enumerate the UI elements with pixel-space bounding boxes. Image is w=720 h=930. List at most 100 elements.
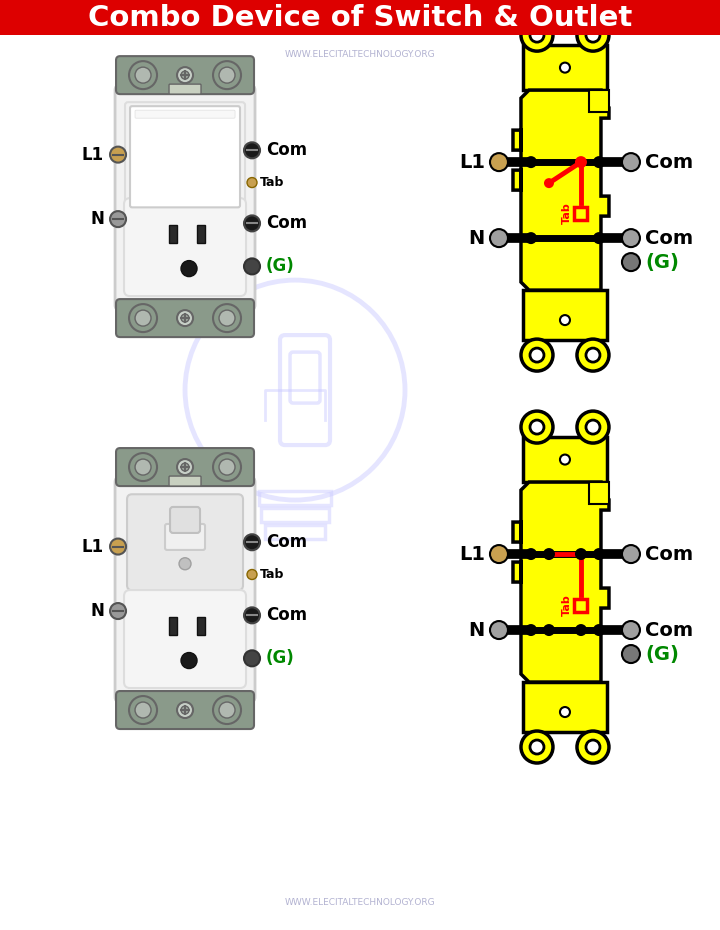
Circle shape <box>544 179 554 188</box>
Circle shape <box>525 232 537 244</box>
Circle shape <box>586 420 600 434</box>
Circle shape <box>490 545 508 563</box>
Circle shape <box>135 67 151 83</box>
Text: (G): (G) <box>266 649 294 668</box>
Bar <box>259 491 331 505</box>
Circle shape <box>213 696 241 724</box>
Text: WWW.ELECITALTECHNOLOGY.ORG: WWW.ELECITALTECHNOLOGY.ORG <box>284 897 436 907</box>
Circle shape <box>213 61 241 89</box>
Circle shape <box>575 624 587 636</box>
FancyBboxPatch shape <box>124 198 246 296</box>
FancyBboxPatch shape <box>135 110 235 118</box>
Circle shape <box>213 304 241 332</box>
FancyBboxPatch shape <box>170 507 200 533</box>
Circle shape <box>181 260 197 276</box>
Circle shape <box>219 67 235 83</box>
FancyBboxPatch shape <box>523 437 607 482</box>
Circle shape <box>586 348 600 362</box>
Circle shape <box>219 459 235 475</box>
Circle shape <box>244 650 260 666</box>
Circle shape <box>577 731 609 763</box>
Circle shape <box>525 156 537 168</box>
Text: Com: Com <box>645 229 693 247</box>
Circle shape <box>179 558 191 570</box>
Circle shape <box>560 455 570 465</box>
Circle shape <box>577 20 609 51</box>
Text: Com: Com <box>266 533 307 551</box>
Text: N: N <box>469 620 485 640</box>
Circle shape <box>622 153 640 171</box>
Circle shape <box>593 156 605 168</box>
Text: Tab: Tab <box>260 176 284 189</box>
Text: N: N <box>469 229 485 247</box>
Bar <box>575 599 588 612</box>
Bar <box>575 207 588 220</box>
FancyBboxPatch shape <box>127 494 243 591</box>
Circle shape <box>521 411 553 443</box>
Circle shape <box>622 253 640 272</box>
Circle shape <box>129 453 157 481</box>
Circle shape <box>129 304 157 332</box>
Circle shape <box>181 71 189 79</box>
Bar <box>169 225 177 243</box>
Circle shape <box>622 621 640 639</box>
Circle shape <box>244 607 260 623</box>
FancyBboxPatch shape <box>130 106 240 207</box>
Circle shape <box>525 548 537 560</box>
Circle shape <box>247 178 257 188</box>
Circle shape <box>593 548 605 560</box>
Circle shape <box>530 420 544 434</box>
Text: (G): (G) <box>645 644 679 663</box>
Circle shape <box>575 548 587 560</box>
Circle shape <box>521 20 553 51</box>
Text: WWW.ELECITALTECHNOLOGY.ORG: WWW.ELECITALTECHNOLOGY.ORG <box>284 49 436 59</box>
Circle shape <box>622 645 640 663</box>
Bar <box>0 0 720 35</box>
Circle shape <box>560 707 570 717</box>
Circle shape <box>593 624 605 636</box>
Text: Com: Com <box>266 606 307 624</box>
FancyBboxPatch shape <box>169 476 201 486</box>
Circle shape <box>177 459 193 475</box>
Circle shape <box>110 603 126 619</box>
Circle shape <box>177 702 193 718</box>
Text: L1: L1 <box>82 146 104 164</box>
Circle shape <box>622 229 640 247</box>
FancyBboxPatch shape <box>523 290 607 340</box>
Circle shape <box>530 740 544 754</box>
Circle shape <box>181 314 189 322</box>
Circle shape <box>135 459 151 475</box>
Text: Tab: Tab <box>260 568 284 581</box>
Circle shape <box>177 310 193 326</box>
Circle shape <box>244 534 260 551</box>
Circle shape <box>110 538 126 554</box>
Polygon shape <box>513 482 609 682</box>
Polygon shape <box>513 90 609 290</box>
FancyBboxPatch shape <box>124 590 246 688</box>
Text: N: N <box>90 602 104 620</box>
Bar <box>265 525 325 539</box>
Circle shape <box>543 624 555 636</box>
Circle shape <box>247 569 257 579</box>
Circle shape <box>181 653 197 669</box>
Bar <box>589 90 609 113</box>
Circle shape <box>577 411 609 443</box>
Text: L1: L1 <box>459 153 485 172</box>
Circle shape <box>181 706 189 714</box>
Text: Combo Device of Switch & Outlet: Combo Device of Switch & Outlet <box>88 4 632 33</box>
Circle shape <box>543 548 555 560</box>
Circle shape <box>593 232 605 244</box>
Bar <box>197 225 205 243</box>
Text: L1: L1 <box>82 538 104 555</box>
Bar <box>197 617 205 635</box>
FancyBboxPatch shape <box>523 46 607 90</box>
FancyBboxPatch shape <box>125 102 245 211</box>
Text: N: N <box>90 210 104 228</box>
Circle shape <box>129 696 157 724</box>
Circle shape <box>219 310 235 326</box>
Circle shape <box>525 624 537 636</box>
Bar <box>169 617 177 635</box>
Text: (G): (G) <box>266 258 294 275</box>
FancyBboxPatch shape <box>116 448 254 486</box>
FancyBboxPatch shape <box>116 691 254 729</box>
